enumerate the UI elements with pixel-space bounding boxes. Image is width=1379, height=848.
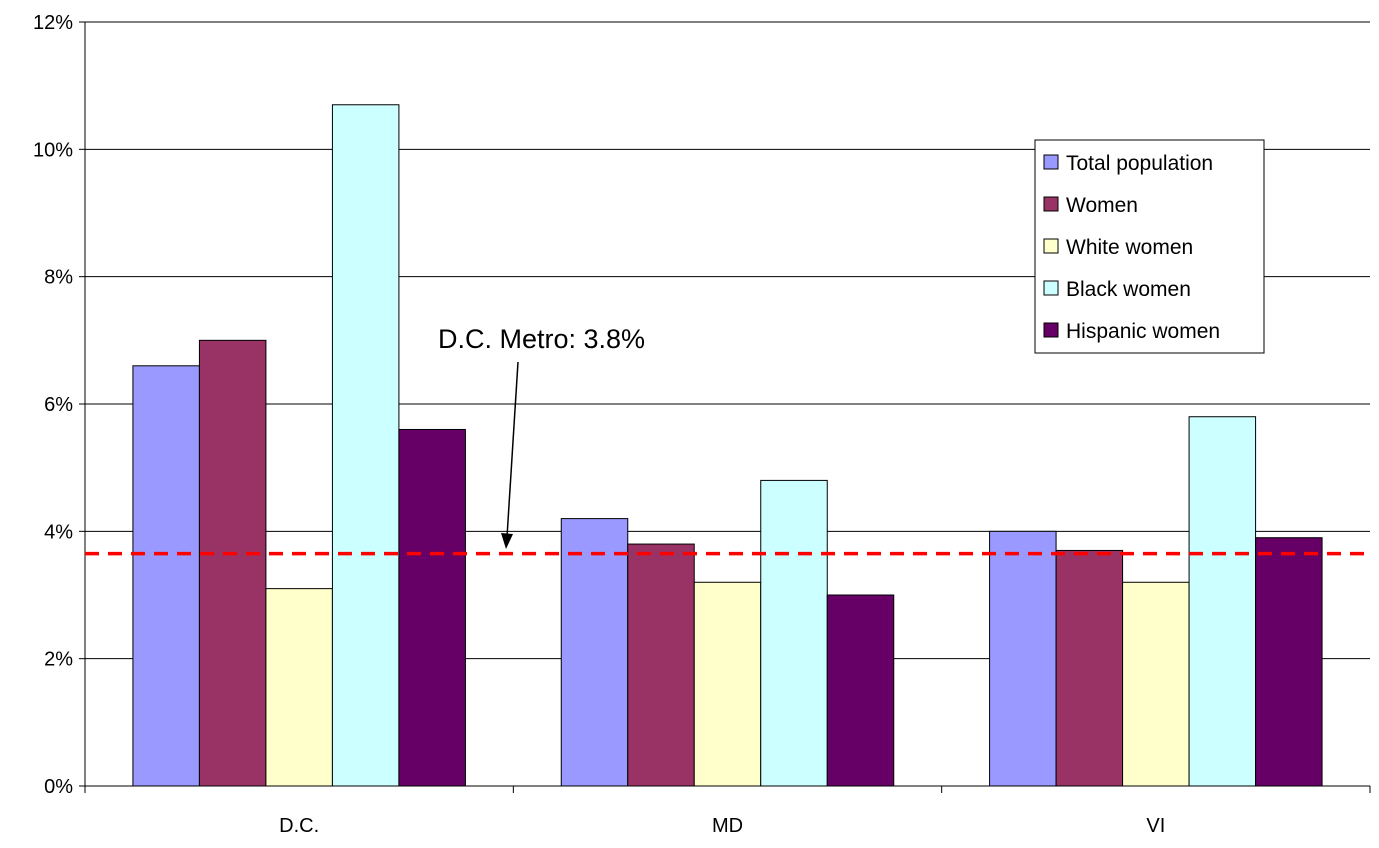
annotation-text: D.C. Metro: 3.8% <box>438 324 645 354</box>
legend-label: White women <box>1066 236 1193 259</box>
legend-label: Hispanic women <box>1066 320 1220 343</box>
bar <box>760 479 828 787</box>
bar <box>1188 416 1257 787</box>
legend-swatch <box>1043 280 1059 296</box>
bar <box>826 594 895 787</box>
bar <box>1122 581 1190 787</box>
y-tick-label: 4% <box>44 521 73 543</box>
legend-label: Women <box>1066 194 1138 217</box>
y-tick-label: 0% <box>44 776 73 798</box>
y-tick-label: 8% <box>44 267 73 289</box>
bar <box>989 530 1057 787</box>
bars <box>132 104 1323 787</box>
bar <box>398 428 466 787</box>
annotation-arrow-line <box>506 361 519 538</box>
legend-swatch <box>1043 196 1059 212</box>
legend-swatch <box>1043 154 1059 170</box>
bar <box>1055 549 1124 787</box>
bar <box>693 581 762 787</box>
bar <box>1255 537 1323 787</box>
bar <box>331 104 400 787</box>
y-tick-label: 2% <box>44 649 73 671</box>
bar <box>198 339 267 787</box>
bar <box>132 365 200 787</box>
x-category-label: MD <box>712 815 743 837</box>
legend-swatch <box>1043 238 1059 254</box>
y-tick-label: 6% <box>44 394 73 416</box>
axes: 0% 2% 4% 6% 8% 10% 12% D.C. MD VI <box>33 12 1371 837</box>
x-category-label: VI <box>1146 815 1165 837</box>
bar <box>560 518 629 787</box>
x-category-label: D.C. <box>279 815 319 837</box>
legend-label: Black women <box>1066 278 1191 301</box>
bar <box>265 588 333 787</box>
y-tick-label: 12% <box>33 12 73 34</box>
bar <box>627 543 695 787</box>
legend: Total population Women White women Black wo… <box>1034 139 1265 354</box>
legend-swatch <box>1043 322 1059 338</box>
annotation-arrow-head <box>501 533 513 549</box>
legend-box <box>1034 139 1265 354</box>
legend-label: Total population <box>1066 152 1213 175</box>
y-tick-label: 10% <box>33 139 73 161</box>
annotation-group: D.C. Metro: 3.8% <box>438 324 645 549</box>
